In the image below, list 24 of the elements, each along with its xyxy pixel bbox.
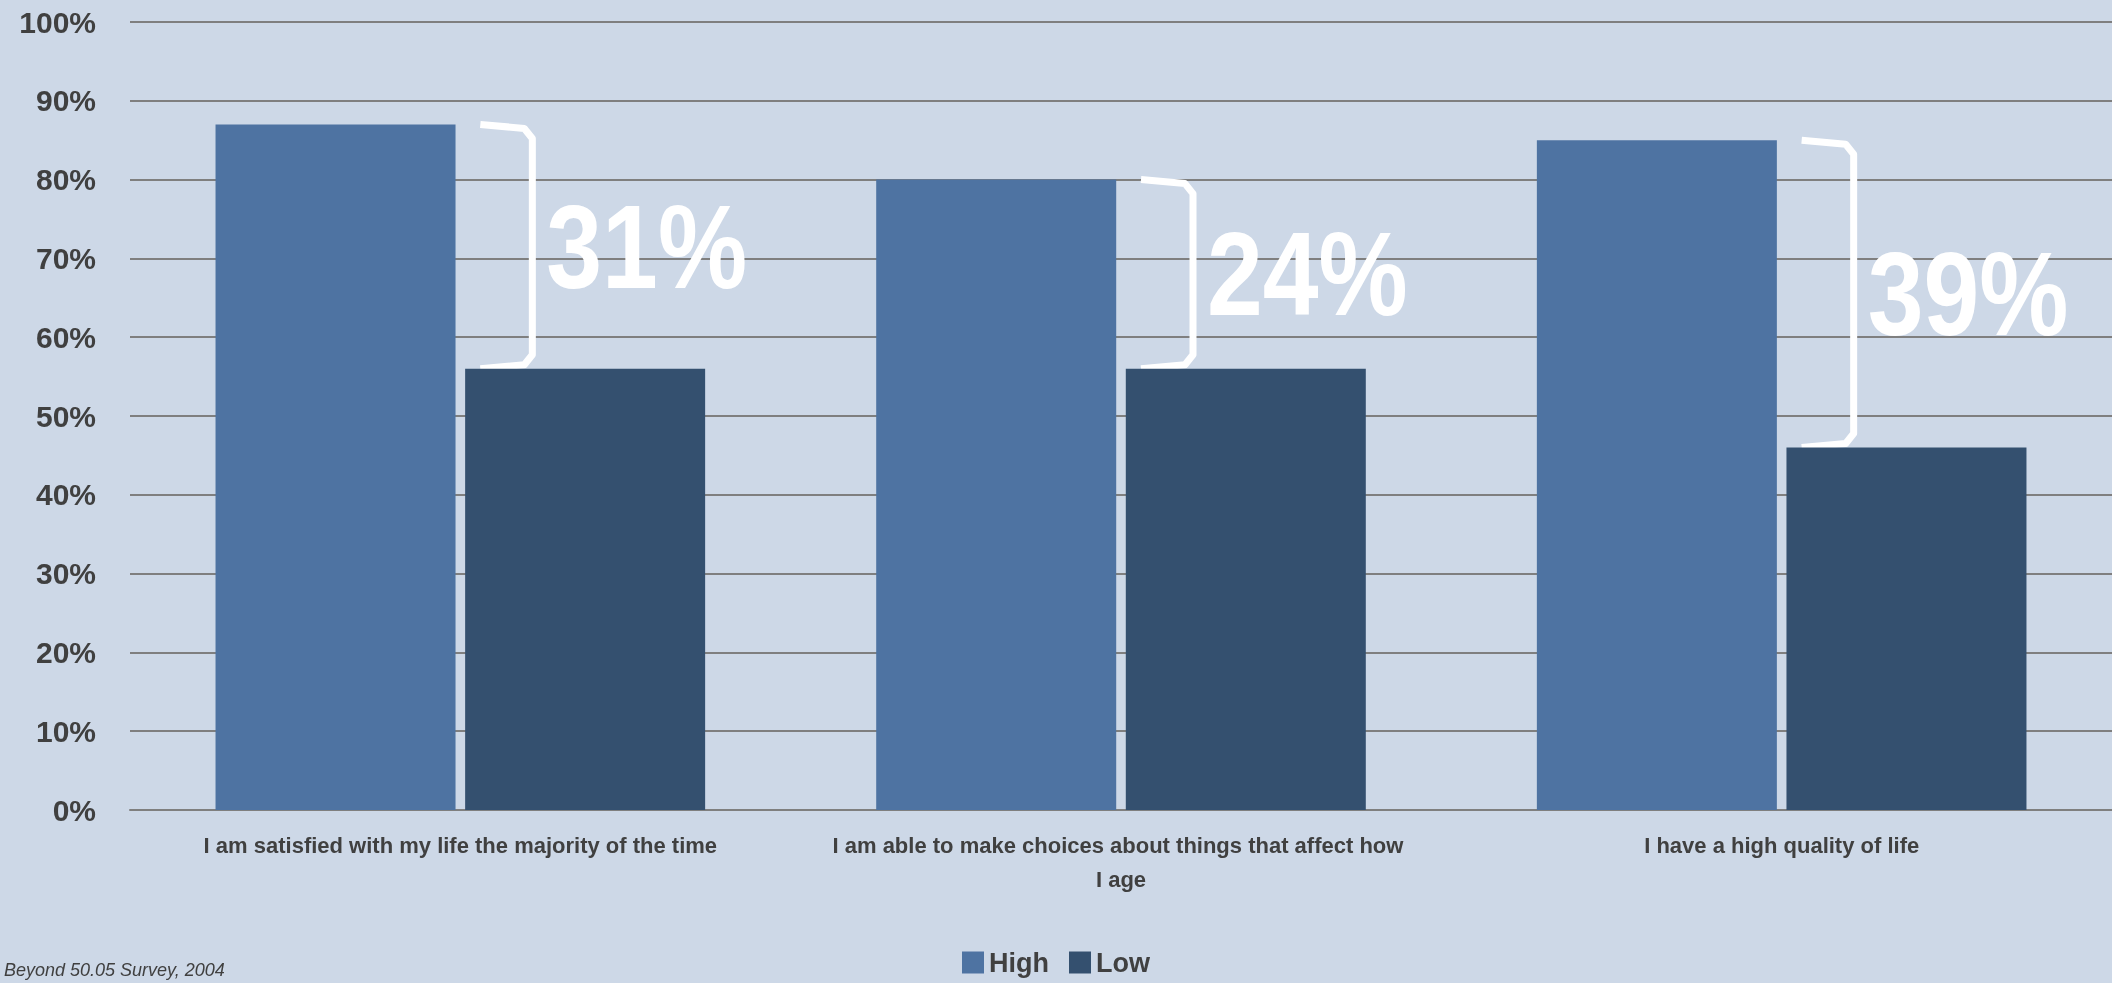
y-tick-label: 0%	[52, 793, 96, 827]
y-tick-label: 40%	[35, 478, 96, 512]
legend-label: High	[989, 947, 1050, 978]
x-tick-label: I am able to make choices about things that affect how I age	[832, 832, 1410, 892]
y-tick-label: 60%	[35, 320, 96, 354]
bar	[1536, 140, 1777, 810]
y-tick-label: 50%	[35, 399, 96, 433]
y-tick-label: 90%	[35, 84, 96, 118]
bar	[876, 179, 1117, 810]
bar	[1125, 368, 1366, 810]
y-tick-label: 80%	[35, 163, 96, 197]
y-tick-label: 30%	[35, 557, 96, 591]
x-tick-label: I have a high quality of life	[1644, 832, 1920, 858]
annotation: 39%	[1867, 228, 2069, 360]
bar	[465, 368, 706, 810]
y-tick-label: 70%	[35, 241, 96, 275]
y-tick-label: 100%	[19, 5, 96, 39]
legend-label: Low	[1096, 947, 1151, 978]
text: Beyond 50.05 Survey, 2004	[4, 960, 225, 980]
bar	[1786, 447, 2027, 810]
y-tick-label: 10%	[35, 714, 96, 748]
y-tick-label: 20%	[35, 635, 96, 669]
x-tick-label: I am satisfied with my life the majority of the time	[203, 832, 718, 858]
bar	[215, 124, 456, 810]
